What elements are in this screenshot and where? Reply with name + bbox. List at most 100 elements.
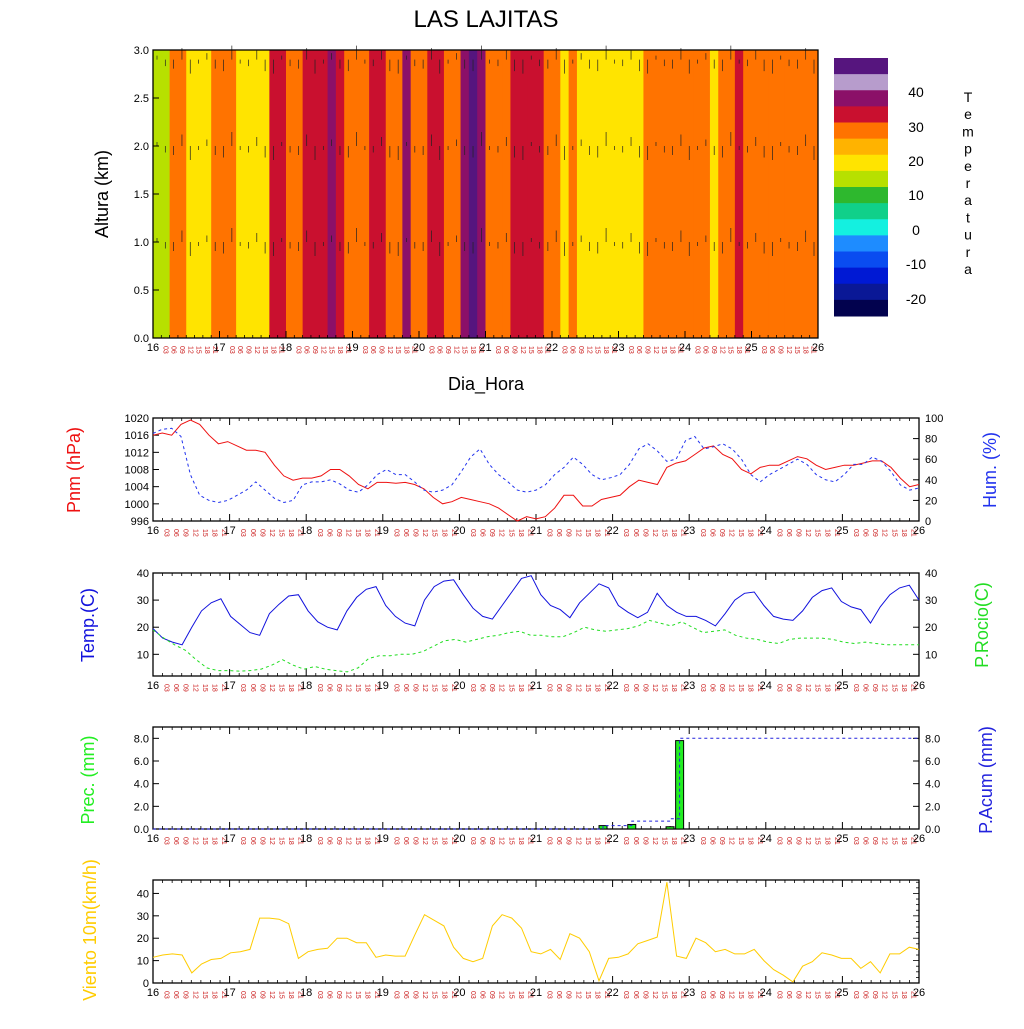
temperature-stripe xyxy=(543,50,561,338)
hour-tick-label: 06 xyxy=(632,837,639,845)
hour-tick-label: 18 xyxy=(210,837,217,845)
hour-tick-label: 21 xyxy=(544,346,551,354)
hour-tick-label: 18 xyxy=(747,837,754,845)
day-tick-label: 18 xyxy=(300,833,312,845)
day-tick-label: 21 xyxy=(530,525,542,537)
hour-tick-label: 21 xyxy=(603,529,610,537)
hour-tick-label: 18 xyxy=(735,346,742,354)
hour-tick-label: 06 xyxy=(172,991,179,999)
temperature-stripe xyxy=(626,50,644,338)
hour-tick-label: 12 xyxy=(728,529,735,537)
hour-tick-label: 21 xyxy=(833,684,840,692)
hour-tick-label: 21 xyxy=(680,837,687,845)
hour-tick-label: 09 xyxy=(412,684,419,692)
hour-tick-label: 21 xyxy=(909,684,916,692)
hour-tick-label: 21 xyxy=(526,684,533,692)
hour-tick-label: 18 xyxy=(364,529,371,537)
hour-tick-label: 06 xyxy=(555,529,562,537)
hour-tick-label: 12 xyxy=(421,529,428,537)
hour-tick-label: 15 xyxy=(890,991,897,999)
hour-tick-label: 15 xyxy=(660,684,667,692)
temperature-stripe xyxy=(643,50,661,338)
hour-tick-label: 12 xyxy=(498,529,505,537)
hour-tick-label: 15 xyxy=(354,529,361,537)
hour-tick-label: 18 xyxy=(670,991,677,999)
hour-tick-label: 06 xyxy=(369,346,376,354)
chart-title: LAS LAJITAS xyxy=(414,6,559,33)
temperature-stripe xyxy=(335,50,345,338)
hour-tick-label: 15 xyxy=(527,346,534,354)
legend-swatch xyxy=(834,106,888,123)
day-tick-label: 23 xyxy=(683,833,695,845)
hour-tick-label: 18 xyxy=(593,837,600,845)
y-tick-label: 10 xyxy=(137,956,149,968)
hour-tick-label: 12 xyxy=(585,346,592,354)
hour-tick-label: 09 xyxy=(577,346,584,354)
hour-tick-label: 09 xyxy=(182,991,189,999)
hour-tick-label: 06 xyxy=(402,991,409,999)
day-tick-label: 26 xyxy=(812,342,824,354)
hour-tick-label: 03 xyxy=(693,346,700,354)
day-tick-label: 19 xyxy=(377,833,389,845)
hour-tick-label: 09 xyxy=(412,837,419,845)
hour-tick-label: 12 xyxy=(319,346,326,354)
hour-tick-label: 21 xyxy=(297,991,304,999)
hour-tick-label: 18 xyxy=(364,684,371,692)
hour-tick-label: 03 xyxy=(228,346,235,354)
hour-tick-label: 03 xyxy=(239,837,246,845)
hour-tick-label: 15 xyxy=(354,991,361,999)
y-tick-label: 1016 xyxy=(125,430,149,442)
hour-tick-label: 21 xyxy=(909,529,916,537)
hour-tick-label: 15 xyxy=(431,837,438,845)
legend-title-letter: m xyxy=(962,123,974,139)
day-tick-label: 17 xyxy=(223,525,235,537)
hour-tick-label: 21 xyxy=(477,346,484,354)
hour-tick-label: 18 xyxy=(593,991,600,999)
y-tick-label: 20 xyxy=(137,622,149,634)
hour-tick-label: 03 xyxy=(775,684,782,692)
accum-line xyxy=(153,737,919,830)
hour-tick-label: 09 xyxy=(335,837,342,845)
legend-swatch xyxy=(834,170,888,188)
hour-tick-label: 18 xyxy=(469,346,476,354)
hour-tick-label: 21 xyxy=(450,837,457,845)
hour-tick-label: 12 xyxy=(421,684,428,692)
y-tick-label: 40 xyxy=(137,888,149,900)
hour-tick-label: 03 xyxy=(239,684,246,692)
y-axis-label: Temp.(C) xyxy=(78,588,98,662)
legend-swatch xyxy=(834,235,888,252)
hour-tick-label: 06 xyxy=(236,346,243,354)
hour-tick-label: 03 xyxy=(427,346,434,354)
hour-tick-label: 06 xyxy=(303,346,310,354)
hour-tick-label: 12 xyxy=(804,529,811,537)
y-tick-label: 1012 xyxy=(125,447,149,459)
y2-tick-label: 20 xyxy=(925,495,937,507)
hour-tick-label: 21 xyxy=(450,684,457,692)
hour-tick-label: 06 xyxy=(249,991,256,999)
hour-tick-label: 12 xyxy=(421,991,428,999)
hour-tick-label: 15 xyxy=(890,529,897,537)
hour-tick-label: 03 xyxy=(699,991,706,999)
hour-tick-label: 18 xyxy=(823,991,830,999)
hour-tick-label: 15 xyxy=(394,346,401,354)
hour-tick-label: 09 xyxy=(412,529,419,537)
hour-tick-label: 21 xyxy=(526,991,533,999)
temperature-stripe xyxy=(693,50,711,338)
legend-swatch xyxy=(834,58,888,75)
y-tick-label: 1020 xyxy=(125,413,149,425)
hour-tick-label: 03 xyxy=(392,684,399,692)
day-tick-label: 24 xyxy=(760,987,772,999)
y-tick-label: 0.0 xyxy=(134,333,149,345)
day-tick-label: 18 xyxy=(300,987,312,999)
hour-tick-label: 18 xyxy=(287,529,294,537)
hour-tick-label: 15 xyxy=(793,346,800,354)
y-tick-label: 2.5 xyxy=(134,93,149,105)
hour-tick-label: 12 xyxy=(268,837,275,845)
hour-tick-label: 06 xyxy=(249,684,256,692)
hour-tick-label: 18 xyxy=(535,346,542,354)
hour-tick-label: 21 xyxy=(756,837,763,845)
precip-bar xyxy=(627,823,637,830)
